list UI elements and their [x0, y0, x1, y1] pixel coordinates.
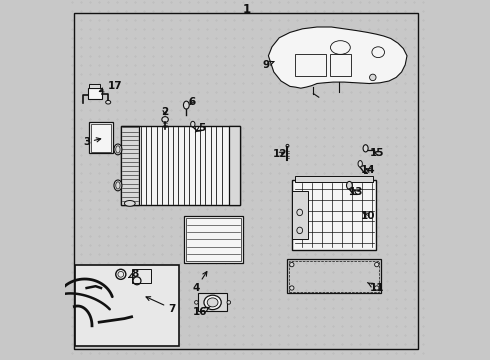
Ellipse shape	[363, 145, 368, 152]
Bar	[292, 180, 376, 250]
Bar	[330, 54, 351, 76]
Ellipse shape	[106, 100, 111, 104]
Bar	[292, 191, 308, 239]
Text: 3: 3	[83, 137, 100, 147]
Bar	[132, 269, 151, 283]
Text: 5: 5	[196, 123, 205, 133]
Text: 8: 8	[129, 269, 139, 279]
Bar	[90, 84, 100, 88]
Ellipse shape	[114, 144, 122, 155]
Bar	[198, 293, 227, 311]
Text: 16: 16	[193, 307, 210, 318]
Text: 2: 2	[162, 107, 169, 117]
Text: 12: 12	[273, 149, 288, 159]
Bar	[75, 265, 179, 346]
Polygon shape	[269, 27, 407, 88]
Ellipse shape	[374, 262, 379, 267]
Ellipse shape	[358, 161, 363, 167]
Ellipse shape	[290, 262, 294, 267]
Text: 11: 11	[368, 283, 385, 293]
Bar	[229, 126, 240, 205]
Ellipse shape	[204, 295, 221, 310]
Ellipse shape	[162, 117, 169, 122]
Ellipse shape	[183, 101, 189, 109]
Text: 1: 1	[243, 3, 251, 15]
Ellipse shape	[195, 301, 198, 304]
Ellipse shape	[374, 286, 379, 290]
Text: 15: 15	[370, 148, 385, 158]
Ellipse shape	[191, 121, 195, 127]
Bar	[91, 124, 111, 152]
Ellipse shape	[290, 286, 294, 290]
Bar	[184, 216, 243, 263]
Ellipse shape	[207, 298, 218, 307]
Ellipse shape	[369, 74, 376, 81]
Bar	[88, 88, 102, 99]
Ellipse shape	[346, 181, 352, 189]
Text: 10: 10	[361, 211, 376, 221]
Bar	[288, 259, 381, 293]
Bar	[121, 126, 240, 205]
Bar	[295, 54, 326, 76]
Ellipse shape	[114, 180, 122, 191]
Ellipse shape	[124, 201, 135, 206]
Ellipse shape	[286, 144, 289, 147]
Text: 4: 4	[193, 271, 207, 293]
Text: 17: 17	[99, 81, 122, 92]
Text: 13: 13	[348, 186, 363, 197]
Ellipse shape	[227, 301, 231, 304]
Bar	[295, 176, 373, 182]
Text: 7: 7	[146, 297, 175, 314]
Bar	[121, 126, 139, 205]
Bar	[186, 218, 241, 261]
Text: 14: 14	[361, 165, 376, 175]
Text: 6: 6	[188, 96, 196, 107]
Bar	[289, 261, 379, 292]
Text: 9: 9	[262, 60, 274, 70]
Bar	[90, 122, 113, 153]
